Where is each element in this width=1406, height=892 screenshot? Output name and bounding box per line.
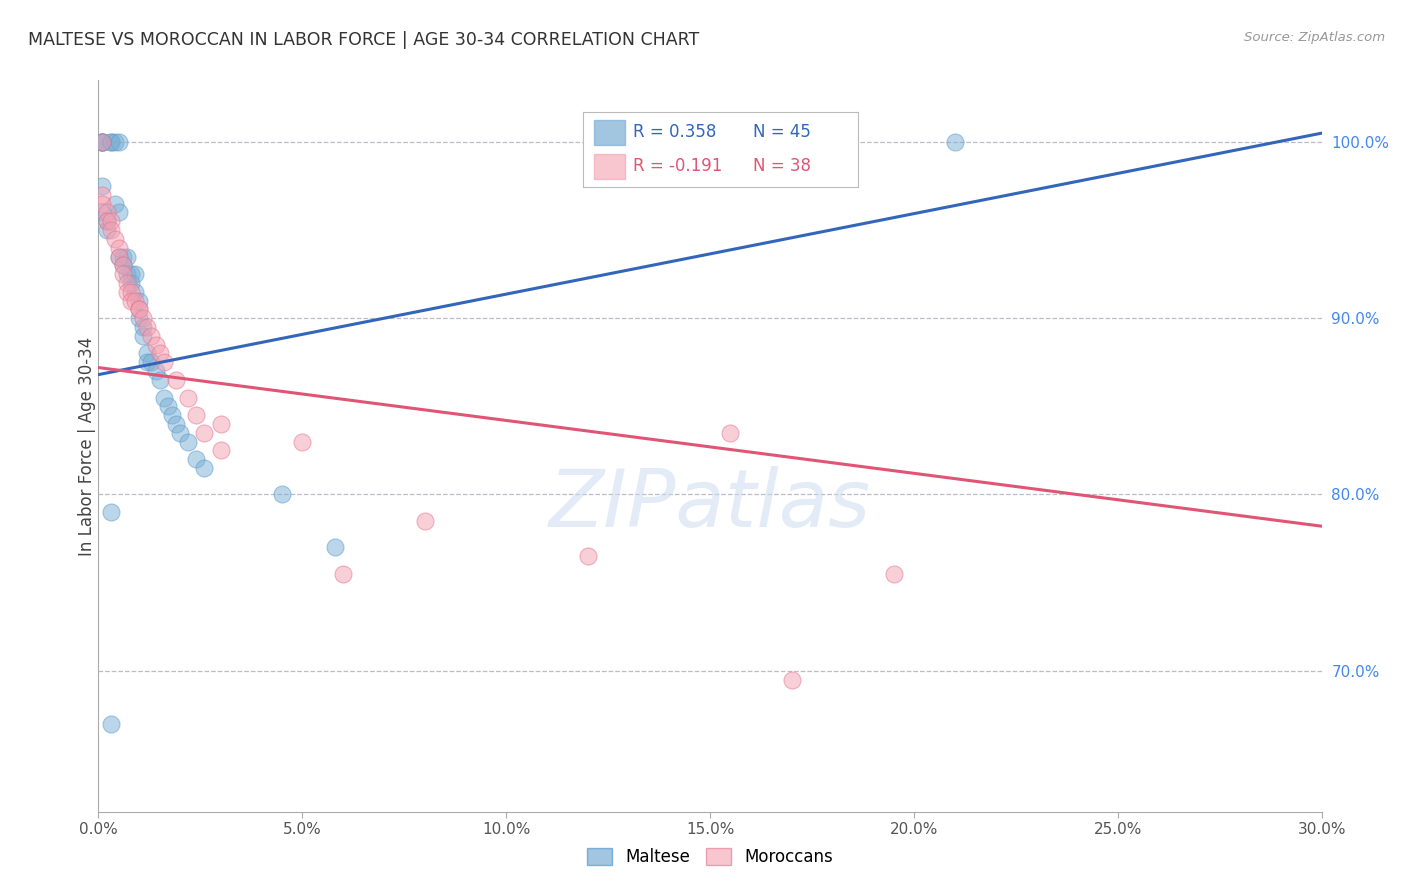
Point [413,514,436,528]
Point [128,302,150,317]
Point [780,673,803,687]
Text: Source: ZipAtlas.com: Source: ZipAtlas.com [1244,31,1385,45]
Point [152,355,174,369]
Point [141,329,163,343]
Point [120,276,142,290]
Point [115,267,138,281]
Point [104,196,127,211]
Point [323,541,346,555]
Point [177,434,200,449]
Point [111,250,134,264]
Point [165,417,187,431]
Point [124,293,146,308]
Point [96,205,118,219]
Bar [595,154,624,179]
Point [128,293,150,308]
Point [100,223,122,237]
Text: MALTESE VS MOROCCAN IN LABOR FORCE | AGE 30-34 CORRELATION CHART: MALTESE VS MOROCCAN IN LABOR FORCE | AGE… [28,31,699,49]
Bar [595,120,624,145]
Point [156,400,179,414]
Point [145,337,167,351]
Point [332,566,354,581]
Point [120,267,142,281]
Point [108,250,131,264]
Point [124,285,146,299]
Point [96,214,118,228]
Point [132,329,155,343]
Point [91,135,114,149]
Point [111,258,134,272]
Point [120,293,142,308]
Point [108,135,131,149]
Point [576,549,599,563]
Point [186,408,208,422]
Point [145,364,167,378]
Point [136,355,159,369]
Point [193,425,215,440]
Point [100,214,122,228]
Text: R = -0.191: R = -0.191 [633,158,723,176]
Point [136,320,159,334]
Point [100,716,122,731]
Point [115,276,138,290]
Point [91,179,114,194]
Point [91,196,114,211]
Point [720,425,742,440]
Point [100,135,122,149]
Point [149,346,172,360]
Point [91,187,114,202]
Point [883,566,905,581]
Point [104,135,127,149]
Point [193,461,215,475]
Point [91,135,114,149]
Point [132,320,155,334]
Point [96,223,118,237]
Point [100,505,122,519]
Point [128,302,150,317]
Point [128,311,150,326]
Point [108,250,131,264]
Point [943,135,966,149]
Point [152,391,174,405]
Point [96,214,118,228]
Point [91,135,114,149]
Point [169,425,191,440]
Point [111,267,134,281]
Point [115,285,138,299]
Point [91,135,114,149]
Point [209,443,232,458]
Point [132,311,155,326]
Y-axis label: In Labor Force | Age 30-34: In Labor Force | Age 30-34 [79,336,96,556]
Point [124,267,146,281]
Text: N = 45: N = 45 [754,123,811,141]
Point [108,241,131,255]
Legend: Maltese, Moroccans: Maltese, Moroccans [579,841,841,873]
Point [209,417,232,431]
Point [186,452,208,467]
Point [115,250,138,264]
Point [136,346,159,360]
Point [177,391,200,405]
Text: R = 0.358: R = 0.358 [633,123,716,141]
Point [120,285,142,299]
Text: N = 38: N = 38 [754,158,811,176]
Point [291,434,314,449]
Point [160,408,183,422]
Point [149,373,172,387]
Point [165,373,187,387]
Point [111,258,134,272]
Point [100,135,122,149]
Point [270,487,294,501]
Point [104,232,127,246]
Point [108,205,131,219]
Point [91,135,114,149]
Point [141,355,163,369]
Point [91,205,114,219]
Text: ZIPatlas: ZIPatlas [548,466,872,543]
